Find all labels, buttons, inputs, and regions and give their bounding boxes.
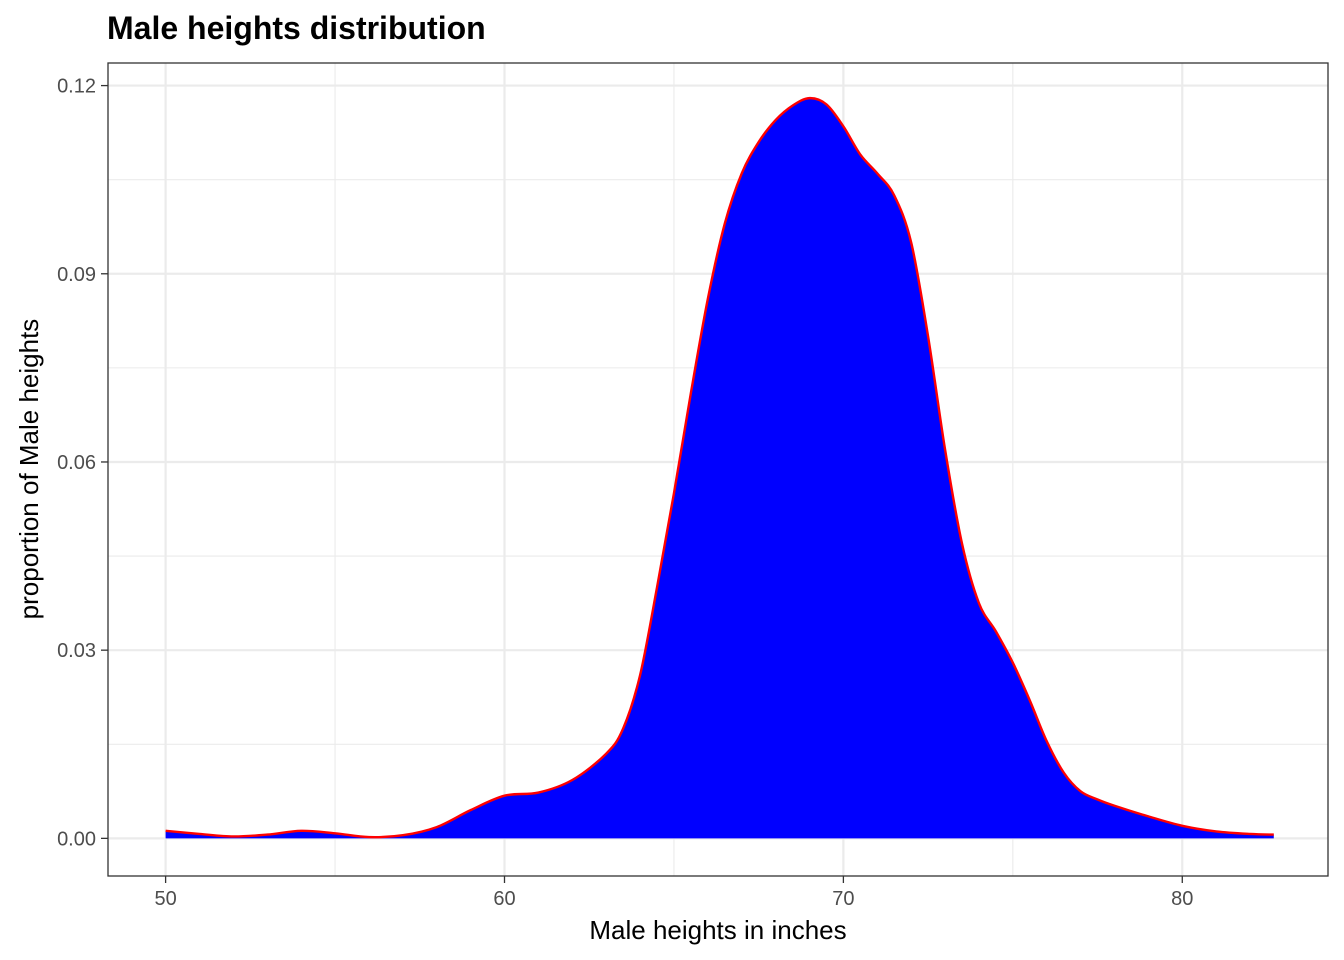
- y-tick-label: 0.12: [57, 76, 96, 98]
- y-tick-label: 0.00: [57, 828, 96, 850]
- x-axis-title: Male heights in inches: [589, 915, 846, 945]
- density-area: [165, 98, 1274, 839]
- axes: 50 60 70 80 0.00 0.03 0.06 0.09 0.12: [57, 76, 1193, 910]
- y-axis-title: proportion of Male heights: [14, 319, 44, 620]
- chart-title: Male heights distribution: [107, 10, 486, 46]
- x-tick-label: 70: [832, 888, 854, 910]
- panel-border: [107, 62, 1329, 877]
- y-tick-label: 0.09: [57, 264, 96, 286]
- density-line: [165, 96, 1274, 839]
- x-tick-label: 80: [1171, 888, 1193, 910]
- x-tick-label: 60: [493, 888, 515, 910]
- y-tick-label: 0.03: [57, 640, 96, 662]
- plot-area: [165, 96, 1274, 839]
- y-tick-label: 0.06: [57, 452, 96, 474]
- x-tick-label: 50: [154, 888, 176, 910]
